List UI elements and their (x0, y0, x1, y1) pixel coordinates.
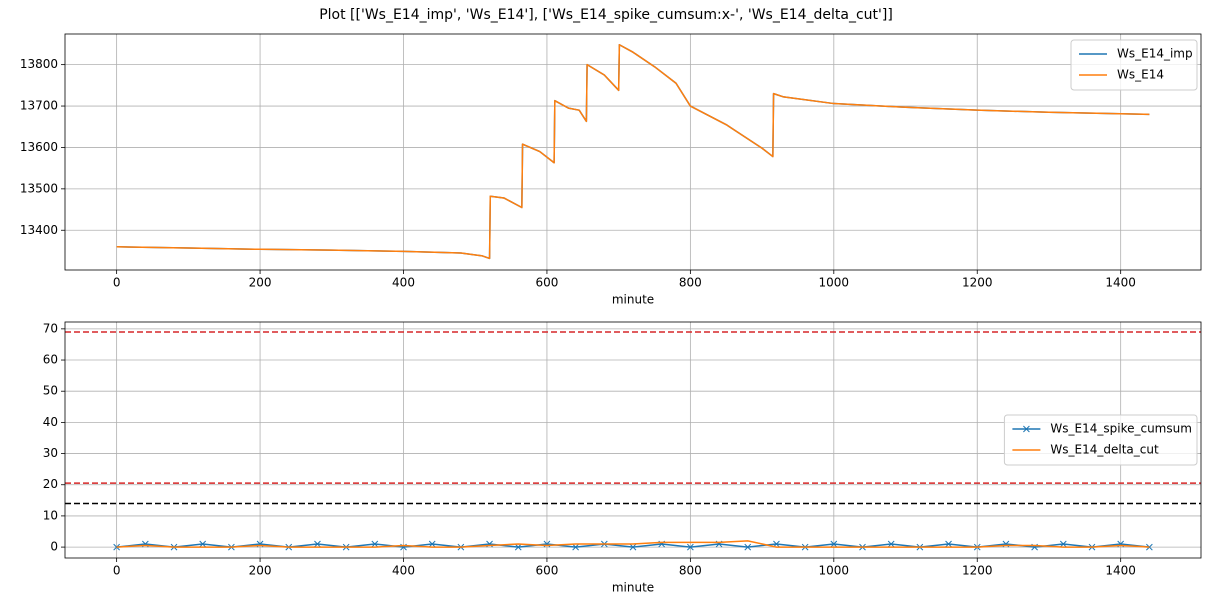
y-tick-label: 40 (43, 415, 58, 429)
axes-frame (64, 321, 1202, 559)
x-tick-label: 400 (392, 564, 415, 578)
marker (887, 540, 895, 548)
legend-label: Ws_E14_spike_cumsum (1050, 422, 1192, 436)
marker (945, 540, 952, 548)
marker (629, 543, 637, 551)
marker (199, 540, 207, 548)
legend-box (1070, 39, 1198, 91)
y-tick-label: 13600 (20, 140, 58, 154)
marker (744, 543, 752, 551)
legend: Ws_E14_imp Ws_E14 (1070, 39, 1198, 91)
legend-label: Ws_E14_imp (1117, 47, 1193, 61)
legend-label: Ws_E14_delta_cut (1050, 443, 1159, 457)
x-tick-label: 800 (679, 564, 702, 578)
y-tick-label: 50 (43, 384, 58, 398)
marker (314, 540, 321, 548)
y-tick-label: 30 (43, 446, 58, 460)
marker (830, 540, 838, 548)
marker (514, 543, 522, 551)
x-tick-label: 0 (113, 564, 121, 578)
x-axis-label: minute (612, 293, 654, 307)
x-tick-label: 0 (113, 276, 121, 290)
y-tick-label: 13400 (20, 223, 58, 237)
marker (687, 543, 694, 551)
legend-marker (1023, 425, 1030, 433)
x-tick-label: 1200 (962, 276, 993, 290)
y-tick-label: 13500 (20, 181, 58, 195)
marker (572, 543, 579, 551)
y-tick-label: 10 (43, 508, 58, 522)
y-tick-label: 70 (43, 321, 58, 335)
axes: 0 200 400 600 800 1000 1200 1400 13400 13500 13600… (20, 33, 1202, 307)
axes: 0 200 400 600 800 1000 1200 1400 0 10 20 30 40 50 60 70… (43, 321, 1202, 595)
x-tick-label: 1000 (819, 276, 850, 290)
x-tick-label: 200 (249, 276, 272, 290)
y-tick-label: 13800 (20, 57, 58, 71)
legend-box (1003, 414, 1198, 466)
x-tick-label: 600 (535, 276, 558, 290)
x-tick-label: 1400 (1105, 564, 1136, 578)
legend-label: Ws_E14 (1117, 68, 1164, 82)
marker (113, 543, 120, 551)
x-tick-label: 1200 (962, 564, 993, 578)
x-tick-label: 200 (249, 564, 272, 578)
figure-title: Plot [['Ws_E14_imp', 'Ws_E14'], ['Ws_E14… (319, 7, 893, 23)
series-line (116, 540, 1150, 548)
x-tick-label: 1000 (819, 564, 850, 578)
marker (428, 540, 436, 548)
x-tick-label: 600 (535, 564, 558, 578)
y-tick-label: 0 (50, 540, 58, 554)
marker (1059, 540, 1067, 548)
x-axis-label: minute (612, 581, 654, 595)
marker (371, 540, 379, 548)
x-tick-label: 1400 (1105, 276, 1136, 290)
y-tick-label: 20 (43, 477, 58, 491)
axes-frame (64, 33, 1202, 271)
y-tick-label: 60 (43, 353, 58, 367)
series-line (116, 44, 1150, 260)
y-tick-label: 13700 (20, 99, 58, 113)
x-tick-label: 400 (392, 276, 415, 290)
legend: Ws_E14_spike_cumsum Ws_E14_delta_cut (1003, 414, 1198, 466)
x-tick-label: 800 (679, 276, 702, 290)
